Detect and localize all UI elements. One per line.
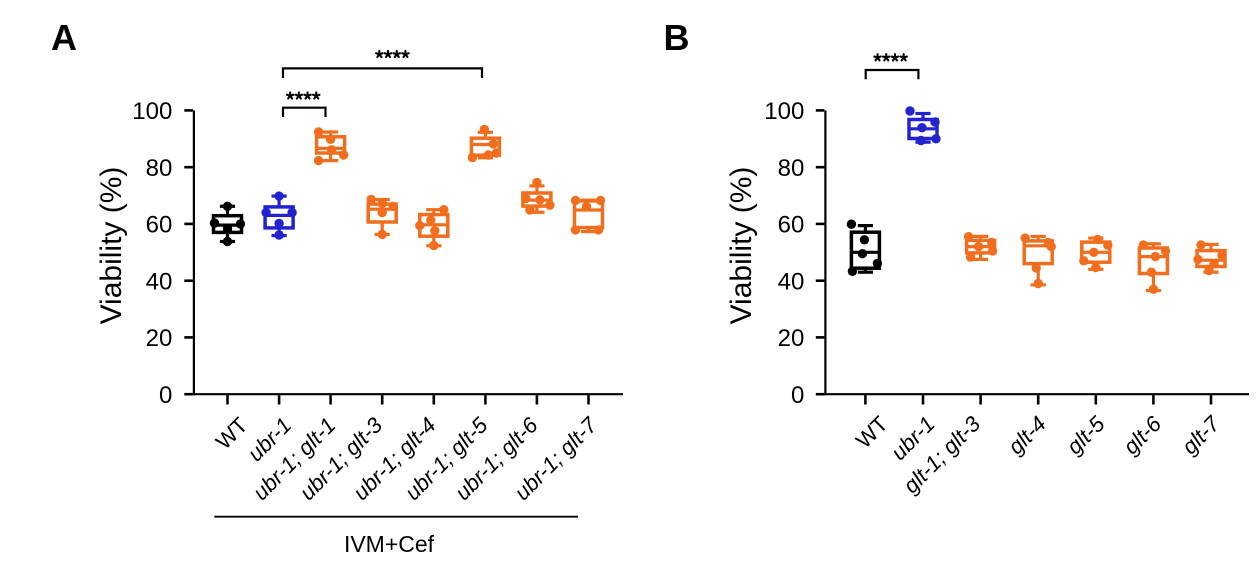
svg-text:Viability (%): Viability (%): [725, 167, 758, 325]
svg-text:40: 40: [778, 268, 805, 295]
svg-text:40: 40: [146, 268, 173, 295]
svg-text:60: 60: [146, 212, 173, 239]
svg-text:0: 0: [791, 382, 804, 409]
svg-text:100: 100: [132, 98, 172, 125]
svg-text:80: 80: [146, 155, 173, 182]
svg-text:IVM+Cef: IVM+Cef: [344, 531, 435, 557]
svg-text:0: 0: [159, 382, 172, 409]
svg-text:20: 20: [778, 325, 805, 352]
svg-text:80: 80: [778, 155, 805, 182]
svg-text:Viability (%): Viability (%): [95, 167, 128, 325]
svg-text:20: 20: [146, 325, 173, 352]
svg-text:100: 100: [764, 98, 804, 125]
svg-text:60: 60: [778, 212, 805, 239]
svg-text:B: B: [664, 17, 690, 58]
svg-text:A: A: [51, 17, 77, 58]
